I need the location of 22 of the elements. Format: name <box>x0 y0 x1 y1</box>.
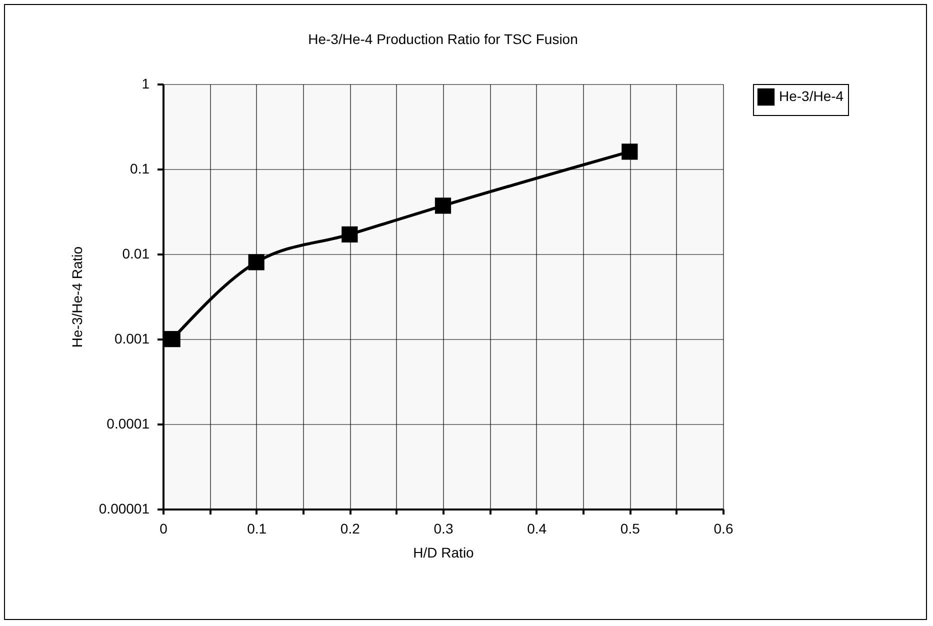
x-tick-label: 0.1 <box>247 520 267 536</box>
x-tick-label: 0.4 <box>527 520 547 536</box>
y-tick-label: 0.01 <box>122 246 150 262</box>
point <box>434 198 452 214</box>
x-axis-title: H/D Ratio <box>413 544 474 560</box>
y-tick-label: 0.001 <box>114 330 150 346</box>
point <box>342 226 358 242</box>
chart-title: He-3/He-4 Production Ratio for TSC Fusion <box>308 31 578 47</box>
y-tick-label: 0.0001 <box>106 416 150 432</box>
x-tick-label: 0.3 <box>434 520 454 536</box>
legend-label: He-3/He-4 <box>779 88 844 104</box>
y-tick-label: 1 <box>142 76 150 92</box>
y-axis-title: He-3/He-4 Ratio <box>68 246 85 348</box>
x-tick-label: 0.5 <box>620 520 640 536</box>
point <box>622 144 638 160</box>
x-tick-label: 0.2 <box>340 520 360 536</box>
point <box>164 330 180 348</box>
point <box>248 254 264 270</box>
y-tick-label: 0.1 <box>130 160 150 176</box>
x-tick-label: 0 <box>160 520 168 536</box>
y-tick-label: 0.00001 <box>98 500 150 516</box>
x-tick-label: 0.6 <box>714 520 734 536</box>
